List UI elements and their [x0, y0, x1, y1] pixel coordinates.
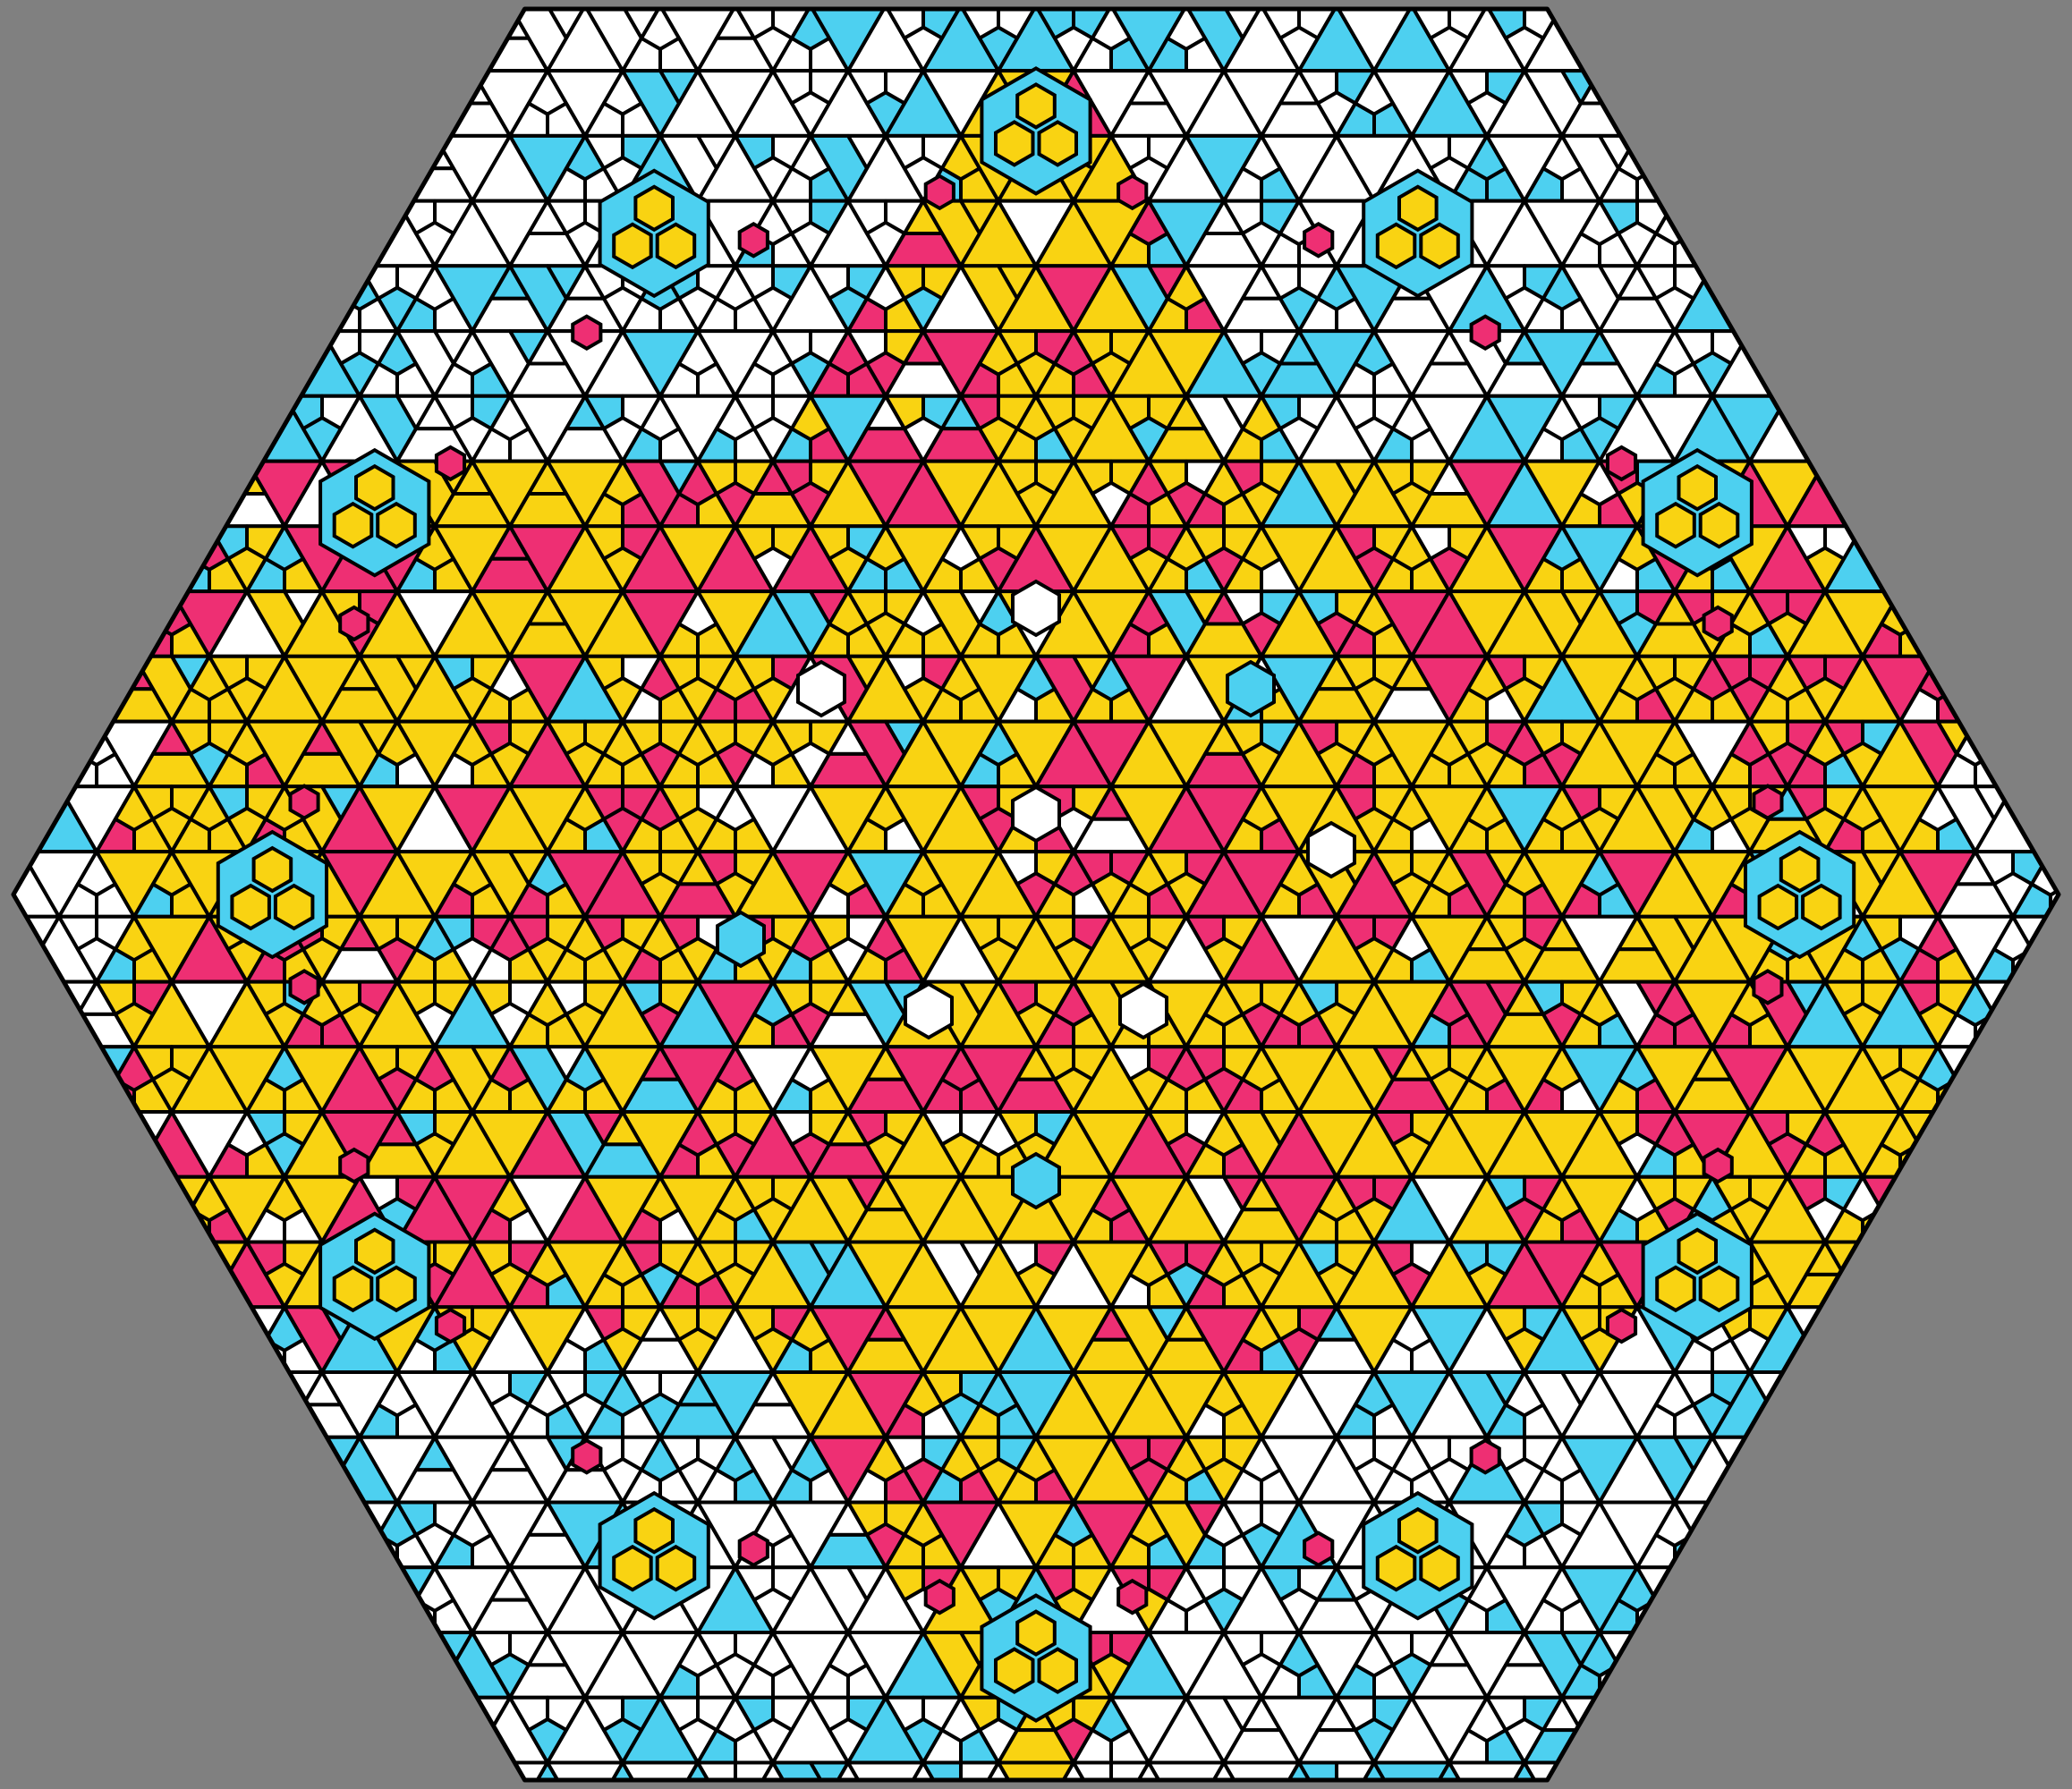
small-magenta-hexagon [737, 221, 769, 259]
small-magenta-hexagon [434, 445, 467, 482]
core-hexagon [716, 910, 766, 969]
trefoil-hexagon [1375, 222, 1417, 270]
trefoil-hexagon [994, 120, 1035, 167]
glass-pane [2049, 882, 2059, 919]
trefoil-hexagon [376, 1265, 417, 1313]
trefoil-hexagon [1801, 883, 1842, 931]
small-magenta-hexagon [923, 174, 955, 211]
trefoil-hexagon [354, 1227, 395, 1276]
trefoil-hexagon [1015, 82, 1057, 130]
small-magenta-hexagon [1469, 1437, 1501, 1475]
core-hexagon [1011, 784, 1061, 844]
trefoil-hexagon [251, 845, 293, 894]
trefoil-hexagon [1037, 120, 1078, 167]
core-hexagon [1011, 579, 1061, 638]
trefoil-hexagon [1655, 1265, 1696, 1313]
small-magenta-hexagon [1303, 1530, 1335, 1568]
small-magenta-hexagon [1752, 784, 1784, 820]
trefoil-hexagon [1677, 463, 1718, 512]
hexagon-outline [11, 6, 2061, 1783]
trefoil-hexagon [1015, 1609, 1057, 1657]
trefoil-hexagon [655, 222, 697, 270]
trefoil-hexagon [1419, 222, 1460, 270]
trefoil-hexagon [376, 501, 417, 549]
small-magenta-hexagon [1605, 1307, 1638, 1344]
trefoil-hexagon [1757, 883, 1799, 931]
small-magenta-hexagon [571, 1437, 603, 1475]
small-magenta-hexagon [338, 1147, 370, 1184]
core-hexagon [1306, 820, 1356, 879]
small-magenta-hexagon [1469, 314, 1501, 352]
trefoil-hexagon [273, 883, 315, 931]
trefoil-hexagon [612, 222, 653, 270]
core-hexagon [904, 981, 954, 1040]
trefoil-hexagon [655, 1544, 697, 1592]
trefoil-hexagon [332, 1265, 374, 1313]
small-magenta-hexagon [1752, 969, 1784, 1005]
small-magenta-hexagon [1702, 605, 1734, 642]
trefoil-hexagon [1698, 1265, 1740, 1313]
trefoil-hexagon [1397, 184, 1439, 233]
trefoil-hexagon [633, 1506, 675, 1555]
core-hexagon [1226, 659, 1276, 718]
core-hexagon [1118, 981, 1168, 1040]
small-magenta-hexagon [434, 1307, 467, 1344]
core-hexagon [796, 659, 846, 718]
trefoil-hexagon [1677, 1227, 1718, 1276]
small-magenta-hexagon [571, 314, 603, 352]
small-magenta-hexagon [288, 969, 320, 1005]
small-magenta-hexagon [1117, 174, 1149, 211]
trefoil-hexagon [1698, 501, 1740, 549]
accent-layer [216, 66, 1856, 1723]
small-magenta-hexagon [1117, 1578, 1149, 1615]
trefoil-hexagon [332, 501, 374, 549]
trefoil-hexagon [1655, 501, 1696, 549]
trefoil-hexagon [1419, 1544, 1460, 1592]
trefoil-hexagon [1779, 845, 1821, 894]
small-magenta-hexagon [1303, 221, 1335, 259]
trefoil-hexagon [1037, 1647, 1078, 1694]
trefoil-hexagon [633, 184, 675, 233]
small-magenta-hexagon [737, 1530, 769, 1568]
small-magenta-hexagon [1605, 445, 1638, 482]
trefoil-hexagon [230, 883, 271, 931]
trefoil-hexagon [354, 463, 395, 512]
small-magenta-hexagon [338, 605, 370, 642]
small-magenta-hexagon [1702, 1147, 1734, 1184]
trefoil-hexagon [1375, 1544, 1417, 1592]
small-magenta-hexagon [288, 784, 320, 820]
trefoil-hexagon [994, 1647, 1035, 1694]
trefoil-hexagon [612, 1544, 653, 1592]
small-magenta-hexagon [923, 1578, 955, 1615]
core-hexagon [1011, 1151, 1061, 1210]
trefoil-hexagon [1397, 1506, 1439, 1555]
